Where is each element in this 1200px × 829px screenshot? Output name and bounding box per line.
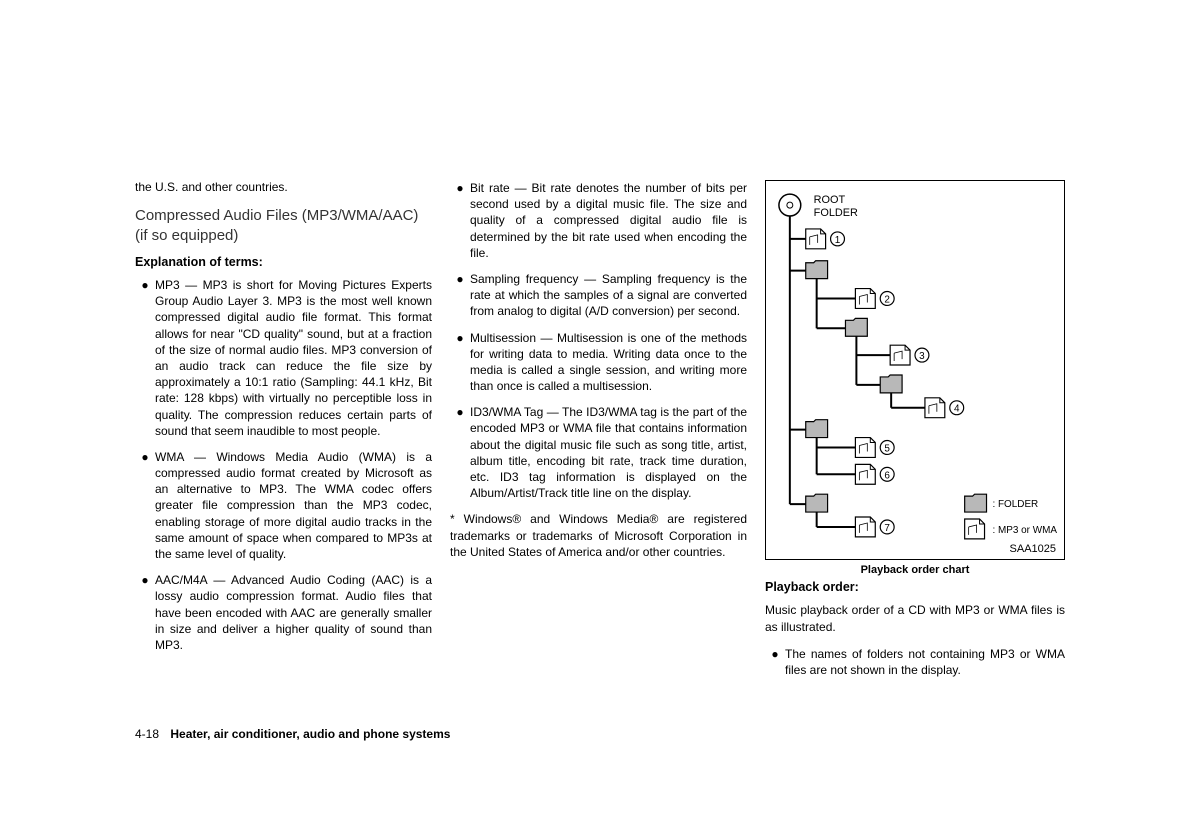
footnote-text: * Windows® and Windows Media® are regist… — [450, 511, 747, 560]
svg-text:3: 3 — [919, 351, 925, 362]
col2-bullet-list: ● Bit rate — Bit rate denotes the number… — [450, 180, 747, 501]
bullet-text: The names of folders not containing MP3 … — [785, 646, 1065, 678]
diagram-code: SAA1025 — [1010, 543, 1056, 555]
bullet-icon: ● — [135, 449, 155, 562]
svg-text:2: 2 — [884, 294, 890, 305]
list-item: ● The names of folders not containing MP… — [765, 646, 1065, 678]
bullet-text: WMA — Windows Media Audio (WMA) is a com… — [155, 449, 432, 562]
bullet-text: AAC/M4A — Advanced Audio Coding (AAC) is… — [155, 572, 432, 653]
bullet-icon: ● — [450, 330, 470, 395]
bullet-icon: ● — [135, 572, 155, 653]
bullet-text: MP3 — MP3 is short for Moving Pictures E… — [155, 277, 432, 439]
list-item: ● Multisession — Multisession is one of … — [450, 330, 747, 395]
column-1: the U.S. and other countries. Compressed… — [135, 180, 432, 688]
svg-text:7: 7 — [884, 523, 890, 534]
list-item: ● WMA — Windows Media Audio (WMA) is a c… — [135, 449, 432, 562]
bullet-icon: ● — [450, 271, 470, 320]
svg-text:FOLDER: FOLDER — [814, 207, 858, 219]
bullet-icon: ● — [450, 404, 470, 501]
bullet-icon: ● — [765, 646, 785, 678]
svg-text:1: 1 — [835, 235, 841, 246]
playback-title: Playback order: — [765, 580, 1065, 594]
svg-text:5: 5 — [884, 443, 890, 454]
bullet-text: ID3/WMA Tag — The ID3/WMA tag is the par… — [470, 404, 747, 501]
list-item: ● MP3 — MP3 is short for Moving Pictures… — [135, 277, 432, 439]
list-item: ● ID3/WMA Tag — The ID3/WMA tag is the p… — [450, 404, 747, 501]
bullet-icon: ● — [450, 180, 470, 261]
svg-text:6: 6 — [884, 470, 890, 481]
legend-file-label: : MP3 or WMA — [992, 525, 1057, 536]
col1-bullet-list: ● MP3 — MP3 is short for Moving Pictures… — [135, 277, 432, 653]
bullet-text: Multisession — Multisession is one of th… — [470, 330, 747, 395]
list-item: ● Bit rate — Bit rate denotes the number… — [450, 180, 747, 261]
list-item: ● Sampling frequency — Sampling frequenc… — [450, 271, 747, 320]
subsection-title: Explanation of terms: — [135, 255, 432, 269]
column-3: ROOT FOLDER 1 — [765, 180, 1065, 688]
diagram-caption: Playback order chart — [765, 564, 1065, 576]
page-number: 4-18 — [135, 727, 159, 741]
chapter-title: Heater, air conditioner, audio and phone… — [170, 727, 450, 741]
column-2: ● Bit rate — Bit rate denotes the number… — [450, 180, 747, 688]
page-footer: 4-18 Heater, air conditioner, audio and … — [135, 727, 450, 741]
bullet-icon: ● — [135, 277, 155, 439]
page-content: the U.S. and other countries. Compressed… — [135, 180, 1065, 688]
svg-text:ROOT: ROOT — [814, 194, 846, 206]
bullet-text: Bit rate — Bit rate denotes the number o… — [470, 180, 747, 261]
playback-text: Music playback order of a CD with MP3 or… — [765, 602, 1065, 636]
list-item: ● AAC/M4A — Advanced Audio Coding (AAC) … — [135, 572, 432, 653]
legend-folder-label: : FOLDER — [992, 499, 1038, 510]
bullet-text: Sampling frequency — Sampling frequency … — [470, 271, 747, 320]
playback-order-diagram: ROOT FOLDER 1 — [765, 180, 1065, 560]
svg-text:4: 4 — [954, 404, 960, 415]
continuation-text: the U.S. and other countries. — [135, 180, 432, 194]
col3-bullet-list: ● The names of folders not containing MP… — [765, 646, 1065, 678]
section-title: Compressed Audio Files (MP3/WMA/AAC) (if… — [135, 206, 432, 245]
tree-diagram-svg: ROOT FOLDER 1 — [766, 181, 1064, 559]
